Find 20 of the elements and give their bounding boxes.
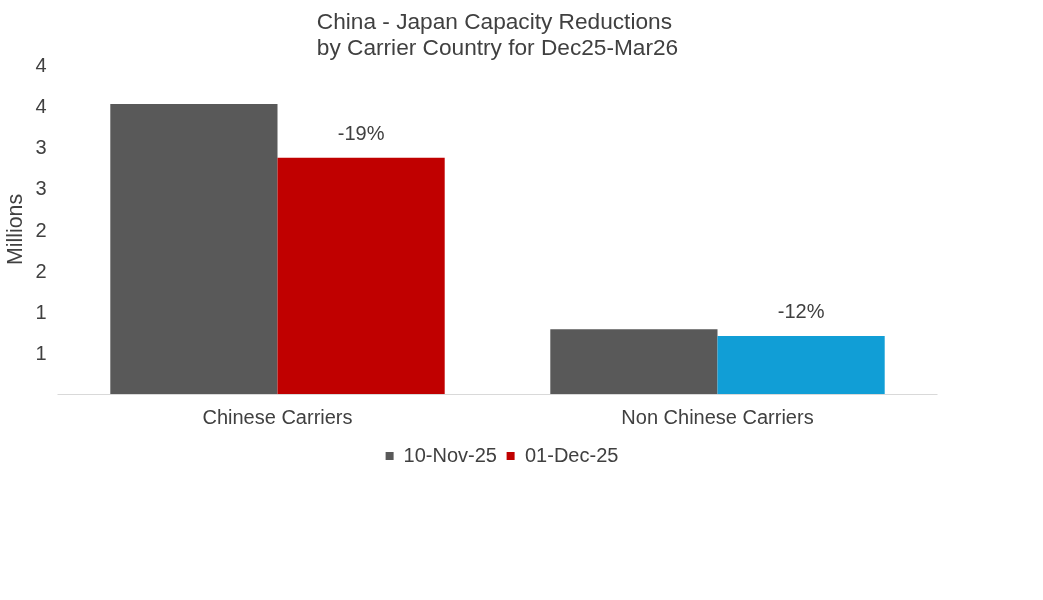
legend-label: 01-Dec-25 xyxy=(525,443,619,467)
y-tick-label: 1 xyxy=(35,301,47,323)
y-tick-label: 3 xyxy=(35,136,47,158)
y-tick-label: 4 xyxy=(35,53,47,76)
annotation: -19% xyxy=(337,121,385,144)
bar xyxy=(277,157,445,395)
bar xyxy=(550,329,718,395)
annotation: -12% xyxy=(777,299,825,322)
x-tick-label: Chinese Carriers xyxy=(202,405,353,428)
y-tick-label: 4 xyxy=(35,94,47,117)
y-axis-title: Millions xyxy=(3,193,28,266)
chart-title: China - Japan Capacity Reductions by Carrier Country for Dec25-Mar26 xyxy=(316,7,679,60)
y-tick-label: 1 xyxy=(35,342,47,365)
y-tick-label: 2 xyxy=(35,218,47,241)
legend-label: 10-Nov-25 xyxy=(403,443,497,467)
bar xyxy=(717,335,885,395)
x-tick-label: Non Chinese Carriers xyxy=(621,405,814,428)
bar xyxy=(110,104,278,395)
y-tick-label: 2 xyxy=(35,259,47,282)
y-tick-label: 3 xyxy=(35,177,47,200)
